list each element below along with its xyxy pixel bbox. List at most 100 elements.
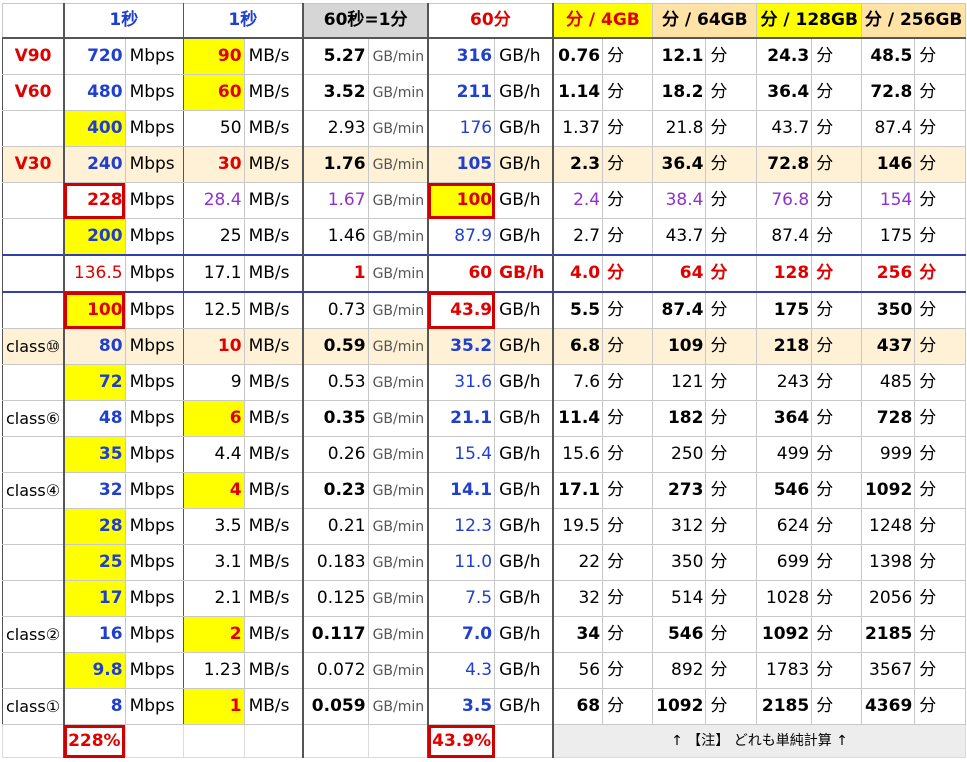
min-128gb-unit[interactable]: 分 [811, 472, 862, 509]
gbh-unit[interactable]: GB/h [494, 544, 554, 581]
mbs-value[interactable]: 90 [182, 37, 245, 75]
gbmin-value[interactable]: 0.73 [302, 291, 369, 329]
mbps-value[interactable]: 720 [63, 37, 126, 75]
gbh-value[interactable]: 14.1 [427, 472, 496, 509]
gbh-value[interactable]: 100 [427, 182, 496, 219]
gbh-value[interactable]: 35.2 [427, 328, 496, 365]
gbh-unit[interactable]: GB/h [494, 580, 554, 617]
mbps-unit[interactable]: Mbps [124, 544, 184, 581]
min-4gb-value[interactable]: 19.5 [552, 508, 604, 545]
min-256gb-value[interactable]: 3567 [860, 652, 916, 689]
gbh-value[interactable]: 12.3 [427, 508, 496, 545]
gbmin-unit[interactable]: GB/min [367, 616, 430, 653]
min-64gb-unit[interactable]: 分 [705, 580, 758, 617]
min-64gb-unit[interactable]: 分 [705, 616, 758, 653]
gbmin-unit[interactable]: GB/min [367, 688, 430, 725]
min-4gb-unit[interactable]: 分 [602, 146, 654, 183]
mbs-value[interactable]: 30 [182, 146, 245, 183]
gbh-unit[interactable]: GB/h [494, 37, 554, 75]
min-128gb-unit[interactable]: 分 [811, 652, 862, 689]
mbps-value[interactable]: 8 [63, 688, 126, 725]
mbps-unit[interactable]: Mbps [124, 291, 184, 329]
min-4gb-value[interactable]: 17.1 [552, 472, 604, 509]
min-256gb-value[interactable]: 1248 [860, 508, 916, 545]
gbh-unit[interactable]: GB/h [494, 400, 554, 437]
min-128gb-value[interactable]: 624 [756, 508, 813, 545]
gbh-unit[interactable]: GB/h [494, 146, 554, 183]
min-128gb-unit[interactable]: 分 [811, 400, 862, 437]
min-128gb-unit[interactable]: 分 [811, 328, 862, 365]
min-64gb-unit[interactable]: 分 [705, 182, 758, 219]
gbh-value[interactable]: 7.5 [427, 580, 496, 617]
min-128gb-unit[interactable]: 分 [811, 508, 862, 545]
mbps-unit[interactable]: Mbps [124, 508, 184, 545]
min-64gb-value[interactable]: 273 [652, 472, 707, 509]
gbmin-unit[interactable]: GB/min [367, 580, 430, 617]
mbs-unit[interactable]: MB/s [243, 688, 305, 725]
header-min-64gb[interactable]: 分 / 64GB [652, 3, 758, 39]
min-4gb-unit[interactable]: 分 [602, 436, 654, 473]
mbps-value[interactable]: 25 [63, 544, 126, 581]
min-64gb-unit[interactable]: 分 [705, 146, 758, 183]
gbmin-value[interactable]: 0.125 [302, 580, 369, 617]
min-256gb-unit[interactable]: 分 [914, 472, 967, 509]
min-256gb-unit[interactable]: 分 [914, 218, 967, 256]
row-label[interactable] [2, 182, 66, 219]
min-256gb-value[interactable]: 2056 [860, 580, 916, 617]
footer-empty[interactable] [367, 724, 430, 758]
min-64gb-unit[interactable]: 分 [705, 110, 758, 147]
mbps-value[interactable]: 480 [63, 74, 126, 111]
min-128gb-unit[interactable]: 分 [811, 580, 862, 617]
min-64gb-value[interactable]: 121 [652, 364, 707, 401]
min-256gb-value[interactable]: 87.4 [860, 110, 916, 147]
gbmin-value[interactable]: 0.183 [302, 544, 369, 581]
gbmin-value[interactable]: 1.76 [302, 146, 369, 183]
min-256gb-value[interactable]: 999 [860, 436, 916, 473]
min-4gb-unit[interactable]: 分 [602, 364, 654, 401]
min-128gb-unit[interactable]: 分 [811, 291, 862, 329]
min-4gb-value[interactable]: 34 [552, 616, 604, 653]
min-64gb-value[interactable]: 350 [652, 544, 707, 581]
gbmin-value[interactable]: 0.26 [302, 436, 369, 473]
min-64gb-unit[interactable]: 分 [705, 254, 758, 293]
min-64gb-unit[interactable]: 分 [705, 400, 758, 437]
mbs-unit[interactable]: MB/s [243, 508, 305, 545]
gbh-value[interactable]: 60 [427, 254, 496, 293]
min-64gb-value[interactable]: 182 [652, 400, 707, 437]
gbh-value[interactable]: 11.0 [427, 544, 496, 581]
min-4gb-value[interactable]: 11.4 [552, 400, 604, 437]
mbs-unit[interactable]: MB/s [243, 218, 305, 256]
gbh-value[interactable]: 15.4 [427, 436, 496, 473]
row-label[interactable]: V60 [2, 74, 66, 111]
gbmin-value[interactable]: 1 [302, 254, 369, 293]
row-label[interactable] [2, 254, 66, 293]
min-128gb-value[interactable]: 546 [756, 472, 813, 509]
min-64gb-value[interactable]: 21.8 [652, 110, 707, 147]
mbs-value[interactable]: 12.5 [182, 291, 245, 329]
mbs-value[interactable]: 60 [182, 74, 245, 111]
min-256gb-unit[interactable]: 分 [914, 110, 967, 147]
mbps-value[interactable]: 72 [63, 364, 126, 401]
gbh-unit[interactable]: GB/h [494, 218, 554, 256]
row-label[interactable]: class② [2, 616, 66, 653]
percent-mbps-cell[interactable]: 228% [63, 724, 126, 758]
min-256gb-value[interactable]: 4369 [860, 688, 916, 725]
min-128gb-unit[interactable]: 分 [811, 146, 862, 183]
mbps-value[interactable]: 400 [63, 110, 126, 147]
note-cell[interactable]: ↑ 【注】 どれも単純計算 ↑ [552, 724, 967, 758]
row-label[interactable] [2, 364, 66, 401]
min-256gb-unit[interactable]: 分 [914, 508, 967, 545]
gbh-value[interactable]: 211 [427, 74, 496, 111]
gbmin-unit[interactable]: GB/min [367, 472, 430, 509]
min-64gb-value[interactable]: 1092 [652, 688, 707, 725]
min-128gb-unit[interactable]: 分 [811, 254, 862, 293]
min-64gb-unit[interactable]: 分 [705, 37, 758, 75]
min-256gb-unit[interactable]: 分 [914, 400, 967, 437]
mbs-value[interactable]: 4 [182, 472, 245, 509]
mbs-unit[interactable]: MB/s [243, 146, 305, 183]
gbh-unit[interactable]: GB/h [494, 508, 554, 545]
row-label[interactable] [2, 218, 66, 256]
row-label[interactable]: class④ [2, 472, 66, 509]
mbs-unit[interactable]: MB/s [243, 182, 305, 219]
mbps-unit[interactable]: Mbps [124, 328, 184, 365]
